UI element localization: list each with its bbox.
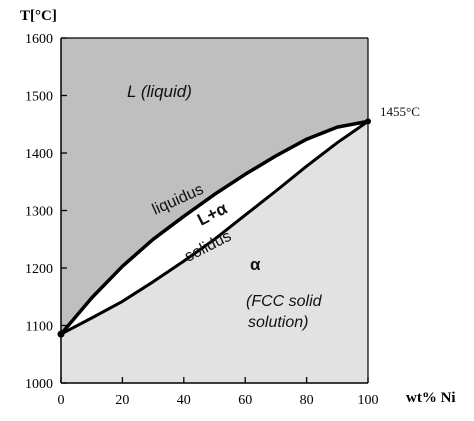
liquid-label: L (liquid)	[127, 82, 192, 101]
x-tick-label: 0	[58, 393, 65, 408]
fcc-label-line2: solution)	[248, 314, 308, 331]
x-tick-label: 80	[300, 393, 314, 408]
y-tick-label: 1500	[25, 90, 53, 105]
melting-point-label: 1455°C	[380, 104, 420, 119]
liquidus-line	[59, 119, 370, 336]
fcc-label-line1: (FCC solid	[246, 293, 323, 310]
alpha-label: α	[250, 255, 261, 274]
liquid-region	[61, 38, 368, 335]
phase-regions	[61, 38, 368, 384]
y-tick-label: 1600	[25, 32, 53, 47]
y-tick-label: 1200	[25, 262, 53, 277]
y-axis-label: T[°C]	[20, 8, 57, 24]
axes: 1000 1100 1200 1300 1400 1500 1600 0 20 40 60 80 100	[25, 32, 379, 408]
two-phase-region	[61, 121, 368, 335]
x-tick-label: 20	[115, 393, 129, 408]
x-tick-label: 40	[177, 393, 191, 408]
y-tick-label: 1300	[25, 205, 53, 220]
solidus-line	[59, 119, 370, 336]
y-tick-label: 1400	[25, 147, 53, 162]
y-tick-label: 1000	[25, 377, 53, 392]
x-tick-label: 100	[358, 393, 379, 408]
solid-region	[61, 121, 368, 384]
y-tick-label: 1100	[26, 320, 53, 335]
x-tick-label: 60	[238, 393, 252, 408]
x-axis-label: wt% Ni	[406, 390, 456, 406]
